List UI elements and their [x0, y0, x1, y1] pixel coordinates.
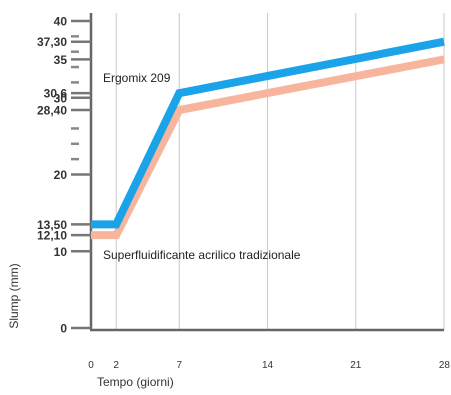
series-label-ergomix: Ergomix 209 [103, 71, 171, 85]
x-tick-label-2: 7 [176, 360, 182, 371]
x-tick-label-5: 28 [439, 360, 451, 371]
y-tick-label-8: 35 [54, 53, 68, 67]
y-tick-label-5: 28,40 [37, 104, 67, 118]
series-line-1 [91, 55, 445, 240]
y-tick-label-1: 10 [54, 245, 68, 259]
y-tick-label-2: 12,10 [37, 229, 67, 243]
x-tick-label-1: 2 [113, 360, 119, 371]
x-tick-label-3: 14 [262, 360, 274, 371]
y-tick-label-7: 30,6 [44, 87, 68, 101]
series-line-0 [91, 37, 445, 229]
y-tick-label-3: 13,50 [37, 218, 67, 232]
x-tick-label-0: 0 [88, 360, 94, 371]
y-tick-label-10: 40 [54, 15, 68, 29]
axes [71, 13, 444, 332]
y-tick-label-6: 30 [54, 91, 68, 105]
x-axis-title: Tempo (giorni) [97, 375, 174, 389]
series-label-traditional: Superfluidificante acrilico tradizionale [103, 248, 301, 262]
gridlines [91, 13, 445, 330]
x-tick-label-4: 21 [350, 360, 362, 371]
y-tick-label-9: 37,30 [37, 35, 67, 49]
y-tick-label-0: 0 [60, 322, 67, 336]
chart-labels: Ergomix 209 Superfluidificante acrilico … [7, 71, 301, 389]
series-layer [91, 37, 445, 240]
y-tick-label-4: 20 [54, 168, 68, 182]
y-axis-title: Slump (mm) [7, 263, 21, 328]
